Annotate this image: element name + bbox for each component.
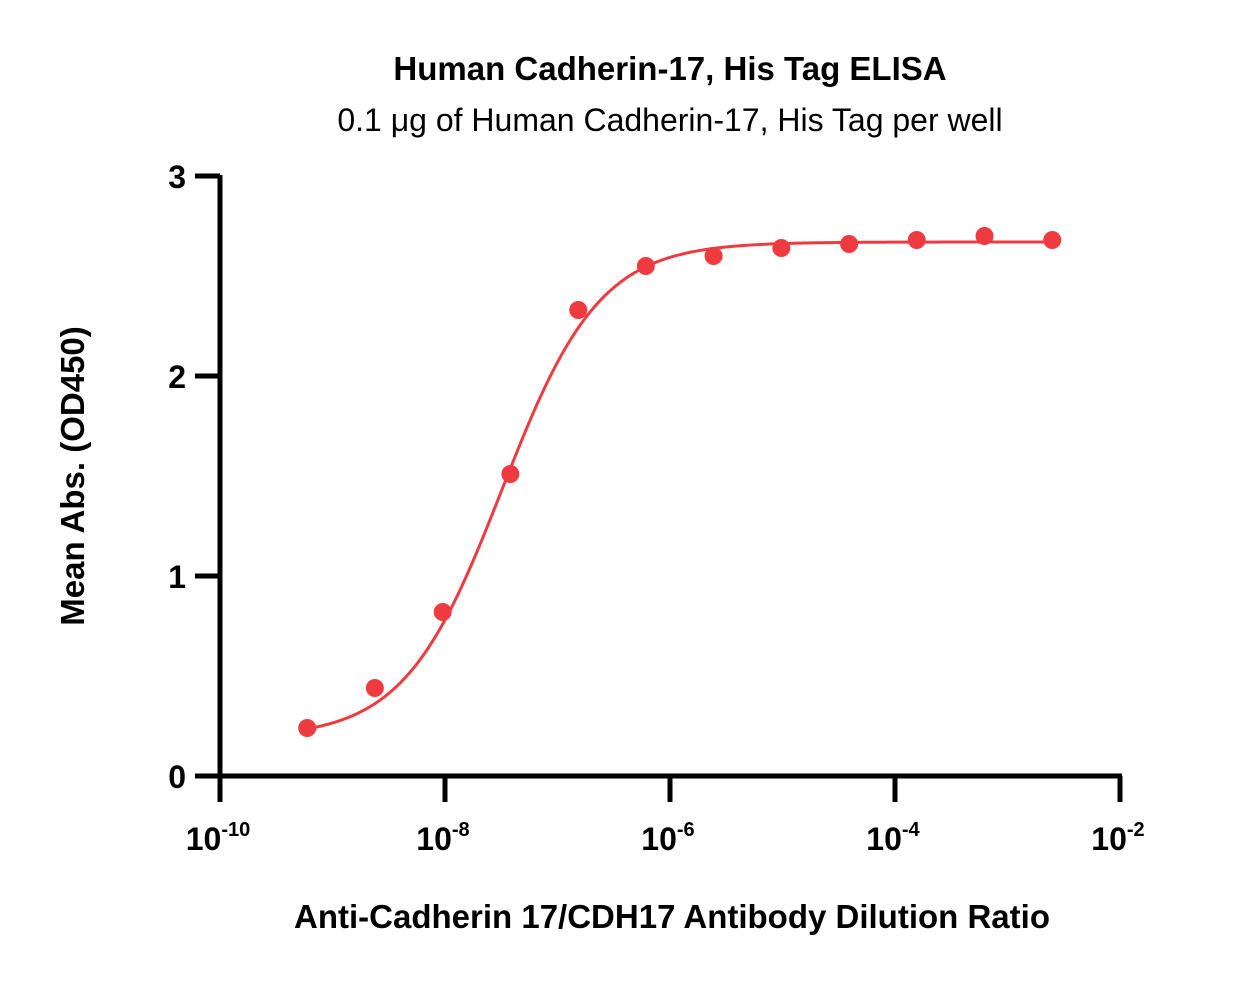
data-point (907, 231, 926, 249)
x-tick-exponent: -2 (1127, 819, 1145, 841)
x-tick-base: 10 (416, 821, 452, 857)
x-ticks: 10-10 10-8 10-6 10-4 10-2 (186, 776, 1145, 857)
data-point (365, 679, 384, 697)
x-tick-label: 10-8 (416, 819, 469, 857)
x-tick-label: 10-10 (186, 819, 251, 857)
chart-subtitle: 0.1 μg of Human Cadherin-17, His Tag per… (337, 102, 1002, 138)
y-tick-label: 2 (168, 359, 186, 395)
y-ticks: 0 1 2 3 (168, 159, 220, 795)
x-tick-base: 10 (641, 821, 677, 857)
x-tick-label: 10-4 (866, 819, 920, 857)
x-tick-exponent: -10 (221, 819, 250, 841)
x-tick-label: 10-2 (1091, 819, 1144, 857)
data-point (772, 239, 791, 257)
x-tick-base: 10 (186, 821, 222, 857)
x-axis-label: Anti-Cadherin 17/CDH17 Antibody Dilution… (294, 898, 1050, 935)
fit-curve (306, 240, 1053, 731)
x-tick-base: 10 (866, 821, 902, 857)
data-point (1043, 231, 1062, 249)
data-point (975, 227, 994, 245)
data-point (433, 603, 452, 621)
data-point (704, 247, 723, 265)
data-point (636, 257, 655, 275)
x-tick-base: 10 (1091, 821, 1127, 857)
x-tick-exponent: -8 (452, 819, 470, 841)
data-points (298, 227, 1062, 737)
y-tick-label: 1 (168, 559, 186, 595)
data-point (840, 235, 859, 253)
data-point (501, 465, 520, 483)
x-tick-exponent: -4 (902, 819, 921, 841)
y-axis-label: Mean Abs. (OD450) (54, 326, 91, 626)
y-tick-label: 3 (168, 159, 186, 195)
y-tick-label: 0 (168, 759, 186, 795)
data-point (569, 301, 588, 319)
chart-title: Human Cadherin-17, His Tag ELISA (393, 50, 946, 87)
x-tick-exponent: -6 (677, 819, 695, 841)
data-point (298, 719, 317, 737)
x-tick-label: 10-6 (641, 819, 694, 857)
